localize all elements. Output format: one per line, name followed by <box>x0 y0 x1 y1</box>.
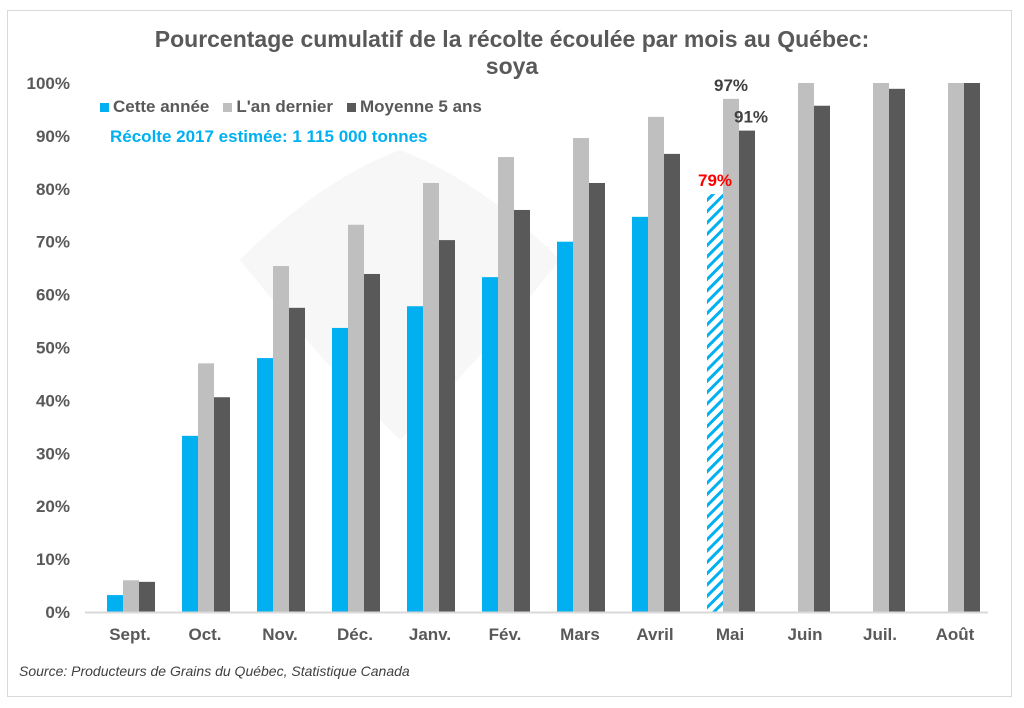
bar <box>873 83 889 612</box>
bar <box>182 435 198 612</box>
legend-swatch-darkgray <box>347 102 356 112</box>
bar <box>332 327 348 612</box>
bar <box>948 83 964 612</box>
y-tick-label: 0% <box>45 603 70 622</box>
legend-item-cette-annee: Cette année <box>100 97 209 117</box>
bar <box>664 153 680 613</box>
bar <box>798 83 814 612</box>
legend-item-an-dernier: L'an dernier <box>223 97 333 117</box>
data-label: 79% <box>698 171 732 190</box>
source-note: Source: Producteurs de Grains du Québec,… <box>19 663 410 679</box>
legend-label: Cette année <box>113 97 210 116</box>
x-tick-label: Juil. <box>863 625 897 644</box>
bar <box>739 130 755 613</box>
legend-swatch-lightgray <box>223 102 233 112</box>
bar <box>648 116 664 612</box>
bar <box>423 182 439 612</box>
chart-subtitle: soya <box>485 53 539 79</box>
bar <box>364 273 380 612</box>
y-tick-label: 50% <box>36 339 70 358</box>
legend-label: L'an dernier <box>236 97 333 116</box>
data-label: 97% <box>714 76 748 95</box>
y-tick-label: 30% <box>36 444 70 463</box>
x-tick-label: Mai <box>716 625 744 644</box>
legend-swatch-blue <box>100 102 109 112</box>
legend-item-moyenne: Moyenne 5 ans <box>347 97 482 117</box>
bar <box>514 209 530 612</box>
bar <box>557 241 573 612</box>
bar <box>289 307 305 612</box>
bar <box>482 277 498 612</box>
bar <box>889 88 905 613</box>
y-tick-label: 40% <box>36 391 70 410</box>
bar <box>707 194 723 612</box>
watermark-logo <box>240 150 560 440</box>
x-tick-label: Août <box>936 625 975 644</box>
x-tick-label: Janv. <box>409 625 451 644</box>
y-tick-label: 20% <box>36 497 70 516</box>
bar <box>257 358 273 612</box>
bar <box>723 98 739 613</box>
x-tick-label: Mars <box>560 625 600 644</box>
chart-legend: Cette année L'an dernier Moyenne 5 ans <box>100 97 482 117</box>
y-tick-label: 60% <box>36 286 70 305</box>
y-tick-label: 10% <box>36 550 70 569</box>
bar <box>139 581 155 612</box>
bar <box>407 306 423 612</box>
bar <box>123 580 139 612</box>
y-tick-label: 90% <box>36 127 70 146</box>
bar <box>273 266 289 612</box>
bar <box>632 216 648 612</box>
bar <box>214 397 230 612</box>
bar <box>198 363 214 612</box>
bar <box>107 595 123 612</box>
harvest-note: Récolte 2017 estimée: 1 115 000 tonnes <box>110 127 428 146</box>
x-tick-label: Fév. <box>489 625 522 644</box>
chart-title: Pourcentage cumulatif de la récolte écou… <box>154 26 870 52</box>
data-label: 91% <box>734 108 768 127</box>
bar <box>964 83 980 612</box>
x-tick-label: Sept. <box>109 625 151 644</box>
bar <box>348 224 364 612</box>
bar <box>589 182 605 612</box>
x-tick-label: Oct. <box>188 625 221 644</box>
x-tick-label: Avril <box>636 625 673 644</box>
legend-label: Moyenne 5 ans <box>360 97 482 116</box>
y-tick-label: 100% <box>27 74 70 93</box>
x-tick-label: Nov. <box>262 625 298 644</box>
bar <box>573 138 589 613</box>
bar <box>498 157 514 612</box>
bar <box>814 105 830 612</box>
x-tick-label: Déc. <box>337 625 373 644</box>
y-tick-label: 80% <box>36 180 70 199</box>
x-tick-label: Juin <box>788 625 823 644</box>
bar <box>439 240 455 612</box>
y-tick-label: 70% <box>36 233 70 252</box>
